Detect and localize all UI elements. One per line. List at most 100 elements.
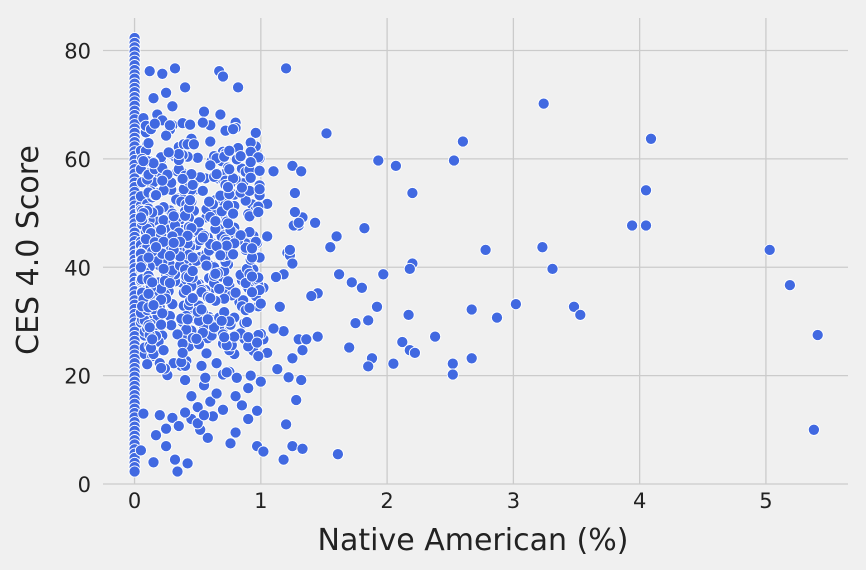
y-tick-label: 80 bbox=[64, 40, 91, 64]
data-point bbox=[197, 409, 211, 422]
data-point bbox=[261, 230, 274, 243]
data-point bbox=[186, 292, 199, 305]
data-point bbox=[446, 357, 459, 370]
data-point bbox=[201, 431, 214, 444]
data-point bbox=[288, 205, 301, 219]
data-point bbox=[251, 336, 264, 349]
data-point bbox=[216, 403, 230, 416]
data-point bbox=[187, 138, 200, 151]
data-point bbox=[546, 262, 559, 275]
data-point bbox=[324, 241, 337, 254]
data-point bbox=[155, 318, 168, 331]
data-point bbox=[230, 371, 243, 384]
y-tick-label: 40 bbox=[64, 256, 91, 280]
y-tick-label: 60 bbox=[64, 148, 91, 172]
data-point bbox=[333, 268, 346, 281]
data-point bbox=[330, 230, 343, 243]
data-point bbox=[210, 168, 223, 181]
data-point bbox=[244, 156, 257, 169]
data-point bbox=[277, 325, 290, 338]
data-point bbox=[186, 251, 199, 264]
data-point bbox=[639, 219, 653, 232]
data-point bbox=[229, 390, 242, 403]
data-point bbox=[143, 321, 156, 334]
data-point bbox=[456, 135, 469, 148]
data-point bbox=[269, 270, 283, 284]
y-tick-labels: 0 20 40 60 80 bbox=[64, 40, 91, 497]
data-point bbox=[218, 331, 231, 344]
x-axis-label: Native American (%) bbox=[318, 523, 629, 558]
data-point bbox=[331, 448, 344, 461]
data-point bbox=[142, 251, 155, 264]
data-point bbox=[408, 346, 421, 359]
data-point bbox=[253, 164, 266, 177]
data-point bbox=[252, 350, 265, 363]
x-tick-labels: 0 1 2 3 4 5 bbox=[128, 489, 773, 513]
data-point bbox=[190, 332, 203, 345]
data-point bbox=[199, 371, 212, 384]
data-point bbox=[396, 335, 409, 349]
data-point bbox=[137, 155, 150, 168]
data-point bbox=[179, 406, 192, 419]
data-point bbox=[446, 368, 459, 381]
data-point bbox=[142, 137, 155, 150]
data-point bbox=[249, 126, 262, 139]
y-tick-label: 20 bbox=[64, 365, 91, 389]
data-point bbox=[147, 456, 160, 469]
data-point bbox=[286, 352, 299, 365]
data-point bbox=[179, 373, 192, 387]
data-point bbox=[626, 219, 639, 232]
data-point bbox=[172, 419, 185, 433]
data-point bbox=[288, 186, 301, 200]
data-point bbox=[286, 159, 299, 172]
data-points bbox=[128, 31, 824, 478]
data-point bbox=[155, 361, 168, 375]
data-point bbox=[305, 289, 318, 303]
data-point bbox=[149, 429, 163, 442]
data-point bbox=[210, 357, 223, 370]
data-point bbox=[300, 333, 313, 346]
data-point bbox=[180, 283, 193, 297]
data-point bbox=[240, 315, 253, 329]
data-point bbox=[213, 282, 226, 295]
data-point bbox=[181, 457, 194, 470]
data-point bbox=[406, 186, 419, 200]
y-axis-label: CES 4.0 Score bbox=[11, 145, 46, 355]
data-point bbox=[429, 330, 442, 343]
data-point bbox=[295, 165, 308, 178]
data-point bbox=[196, 231, 209, 244]
data-point bbox=[229, 426, 242, 439]
data-point bbox=[163, 249, 176, 262]
data-point bbox=[160, 440, 173, 453]
data-point bbox=[208, 321, 221, 334]
data-point bbox=[162, 146, 175, 159]
data-point bbox=[345, 276, 358, 289]
data-point bbox=[184, 194, 197, 207]
data-point bbox=[465, 352, 478, 365]
data-point bbox=[146, 276, 159, 289]
data-point bbox=[277, 453, 290, 466]
data-point bbox=[245, 242, 259, 255]
data-point bbox=[204, 292, 217, 305]
data-point bbox=[807, 423, 820, 436]
data-point bbox=[280, 62, 293, 75]
data-point bbox=[763, 243, 776, 256]
data-point bbox=[155, 223, 168, 236]
x-tick-label: 3 bbox=[507, 489, 520, 513]
data-point bbox=[216, 70, 230, 83]
data-point bbox=[242, 331, 255, 344]
data-point bbox=[134, 211, 147, 224]
data-point bbox=[156, 307, 169, 320]
data-point bbox=[168, 453, 182, 466]
data-point bbox=[156, 174, 169, 187]
data-point bbox=[257, 445, 270, 458]
data-point bbox=[447, 154, 461, 167]
data-point bbox=[244, 171, 257, 184]
data-point bbox=[167, 210, 180, 223]
data-point bbox=[253, 183, 266, 196]
data-point bbox=[197, 105, 211, 118]
data-point bbox=[141, 358, 154, 371]
data-point bbox=[355, 281, 368, 294]
data-point bbox=[220, 366, 233, 379]
